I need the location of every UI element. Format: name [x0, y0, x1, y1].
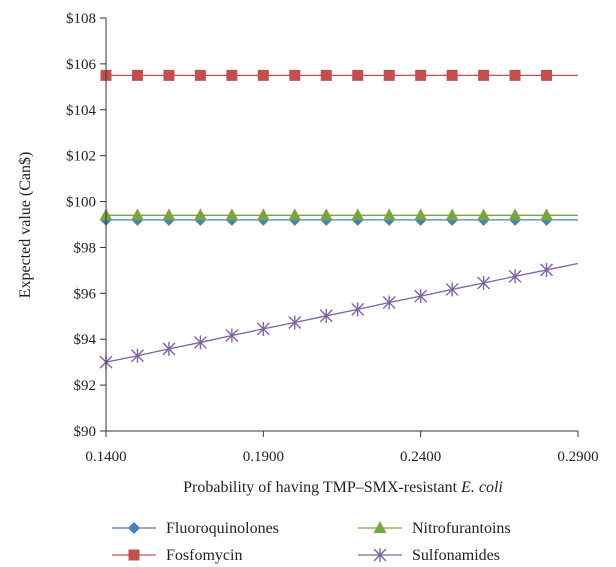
point-sulfonamides [130, 348, 144, 363]
point-nitrofurantoins [193, 208, 207, 221]
point-nitrofurantoins [382, 208, 396, 221]
legend-item-nitrofurantoins: Nitrofurantoins [358, 520, 511, 537]
legend-marker [373, 521, 387, 533]
y-tick-label: $108 [66, 11, 96, 27]
x-ticks: 0.1400 0.1900 0.2400 0.2900 [85, 431, 599, 465]
point-nitrofurantoins [288, 208, 302, 221]
y-tick-label: $90 [74, 424, 97, 440]
y-tick-label: $100 [66, 195, 96, 211]
y-tick-label: $98 [74, 240, 97, 256]
x-axis-title: Probability of having TMP–SMX-resistant … [183, 479, 503, 496]
point-fosfomycin [194, 69, 206, 81]
y-tick-label: $94 [74, 332, 97, 348]
point-fosfomycin [320, 69, 332, 81]
series-line-sulfonamides [105, 262, 579, 363]
point-sulfonamides [225, 328, 239, 343]
point-fosfomycin [163, 69, 175, 81]
y-tick-label: $102 [66, 149, 96, 165]
point-nitrofurantoins [445, 208, 459, 221]
point-sulfonamides [508, 269, 522, 284]
legend-label: Sulfonamides [412, 547, 500, 564]
point-nitrofurantoins [540, 208, 554, 221]
point-fosfomycin [478, 69, 490, 81]
point-sulfonamides [540, 262, 554, 277]
point-fosfomycin [289, 69, 301, 81]
point-nitrofurantoins [508, 208, 522, 221]
point-fosfomycin [541, 69, 553, 81]
x-axis-title-italic: E. coli [460, 479, 503, 496]
legend-marker [128, 522, 140, 534]
legend-item-fluoroquinolones: Fluoroquinolones [112, 520, 279, 537]
x-tick-label: 0.2900 [557, 449, 598, 465]
point-sulfonamides [193, 335, 207, 350]
point-nitrofurantoins [162, 208, 176, 221]
point-fosfomycin [257, 69, 269, 81]
y-ticks: $90 $92 $94 $96 $98 $100 $102 $104 $106 $108 [66, 11, 106, 440]
y-tick-label: $104 [66, 103, 97, 119]
point-sulfonamides [162, 341, 176, 356]
x-tick-label: 0.2400 [400, 449, 441, 465]
point-sulfonamides [414, 289, 428, 304]
x-axis-title-text: Probability of having TMP–SMX-resistant [183, 479, 461, 496]
legend-item-fosfomycin: Fosfomycin [112, 547, 242, 564]
point-nitrofurantoins [351, 208, 365, 221]
point-fosfomycin [509, 69, 521, 81]
plot-markers [99, 69, 554, 370]
point-fosfomycin [226, 69, 238, 81]
point-nitrofurantoins [477, 208, 491, 221]
point-fosfomycin [415, 69, 427, 81]
plot-lines [105, 74, 579, 363]
legend-label: Fluoroquinolones [166, 520, 279, 537]
axes [105, 18, 578, 432]
point-fosfomycin [131, 69, 143, 81]
point-fosfomycin [446, 69, 458, 81]
x-tick-label: 0.1400 [85, 449, 126, 465]
legend-label: Nitrofurantoins [412, 520, 511, 537]
point-sulfonamides [351, 302, 365, 317]
point-fosfomycin [383, 69, 395, 81]
point-nitrofurantoins [225, 208, 239, 221]
point-sulfonamides [382, 295, 396, 310]
point-nitrofurantoins [319, 208, 333, 221]
point-nitrofurantoins [130, 208, 144, 221]
legend: Fluoroquinolones Fosfomycin Nitrofurantoin… [112, 520, 511, 564]
legend-marker [128, 549, 140, 561]
point-sulfonamides [445, 282, 459, 297]
y-tick-label: $92 [74, 378, 97, 394]
point-sulfonamides [288, 315, 302, 330]
y-tick-label: $106 [66, 57, 97, 73]
legend-item-sulfonamides: Sulfonamides [358, 547, 500, 564]
point-sulfonamides [477, 276, 491, 291]
y-axis-title: Expected value (Can$) [17, 152, 34, 299]
point-nitrofurantoins [414, 208, 428, 221]
point-sulfonamides [256, 321, 270, 336]
point-sulfonamides [319, 308, 333, 323]
point-fosfomycin [352, 69, 364, 81]
legend-label: Fosfomycin [166, 547, 242, 564]
legend-marker [373, 548, 387, 562]
x-tick-label: 0.1900 [243, 449, 284, 465]
y-tick-label: $96 [74, 286, 97, 302]
point-nitrofurantoins [256, 208, 270, 221]
